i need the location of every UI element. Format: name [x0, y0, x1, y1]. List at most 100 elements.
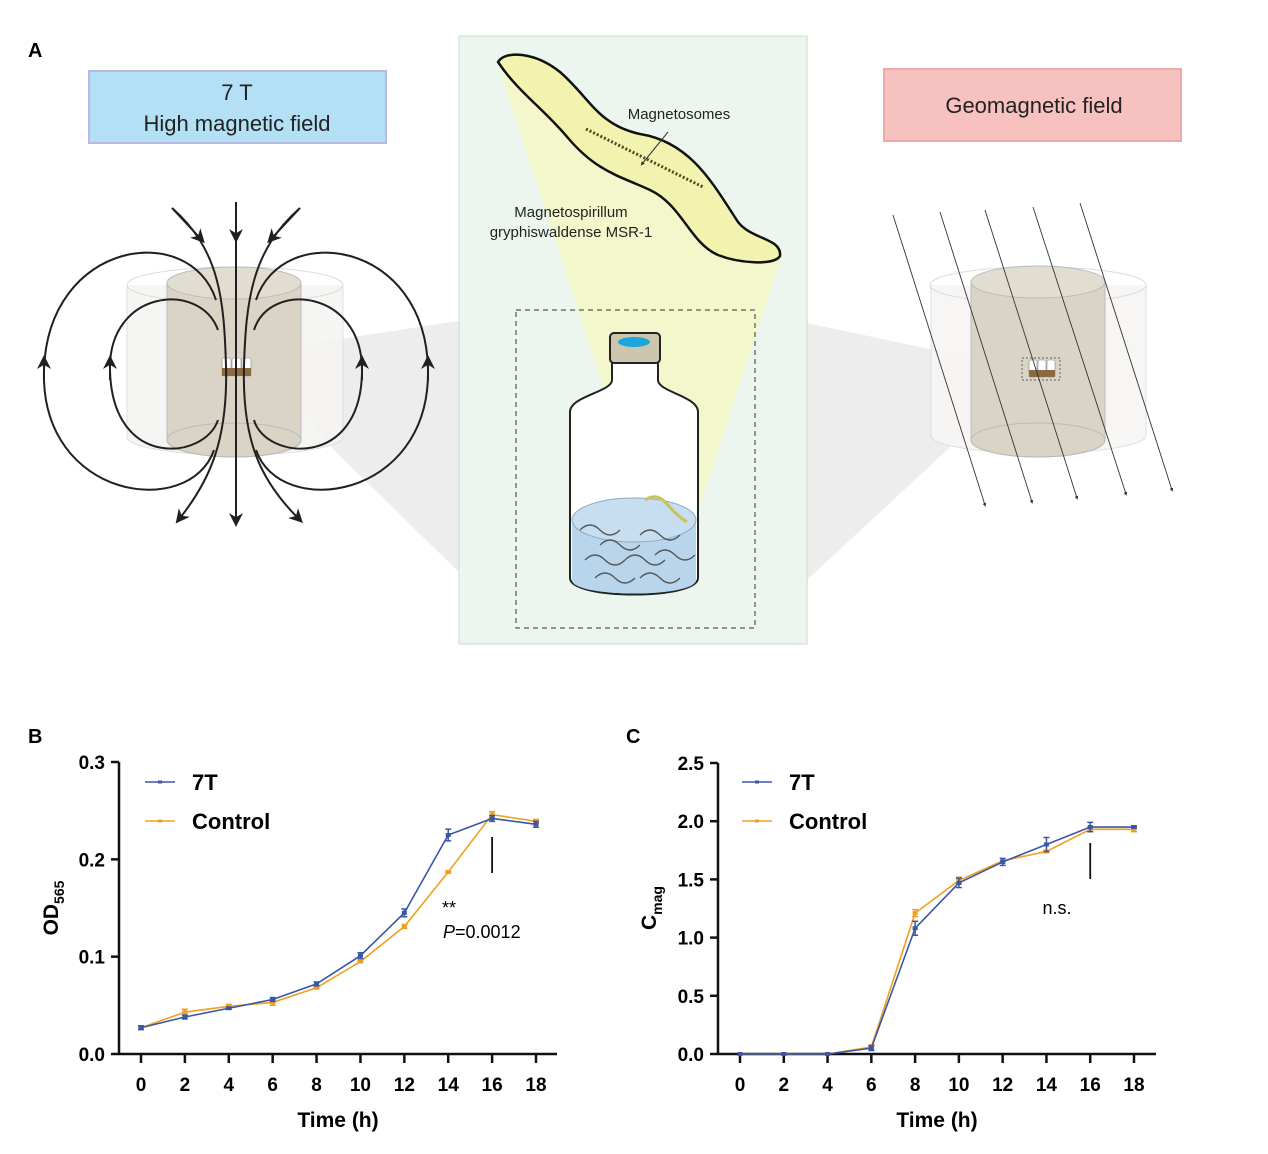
bacterium-cell	[496, 53, 782, 264]
legend-label-7t: 7T	[789, 770, 815, 795]
geomagnetic-field-box	[883, 68, 1182, 142]
data-point	[1131, 827, 1137, 832]
series-line-7t	[140, 817, 537, 1029]
magnetosomes-label: Magnetosomes	[628, 106, 731, 123]
x-axis-label: Time (h)	[896, 1109, 977, 1132]
legend-label-control: Control	[789, 809, 867, 834]
culture-bottle	[569, 332, 699, 596]
data-point	[1131, 825, 1137, 830]
data-point	[737, 1052, 743, 1056]
legend-marker	[755, 780, 759, 784]
y-axis-label: OD565	[40, 880, 67, 935]
data-point	[781, 1052, 787, 1056]
x-tick-label: 16	[482, 1075, 503, 1096]
data-point	[956, 880, 962, 885]
panel-label-c: C	[626, 726, 640, 748]
zoom-light-beam	[500, 70, 782, 505]
data-point	[912, 911, 918, 916]
x-tick-label: 18	[525, 1075, 546, 1096]
data-point	[401, 924, 407, 929]
high-field-box	[88, 70, 387, 144]
legend-marker	[755, 819, 759, 823]
magnetosome-pointer	[640, 131, 669, 166]
magnetosome-chain	[585, 127, 704, 189]
geomagnetic-field-label: Geomagnetic field	[945, 93, 1122, 118]
y-tick-label: 0.5	[678, 987, 705, 1008]
species-label-line2: gryphiswaldense MSR-1	[490, 224, 653, 241]
y-tick-label: 1.5	[678, 870, 705, 891]
y-axis-label: Cmag	[638, 886, 665, 930]
data-point	[314, 985, 320, 990]
significance-label: n.s.	[1042, 898, 1071, 918]
x-tick-label: 12	[992, 1075, 1013, 1096]
x-tick-label: 14	[438, 1075, 460, 1096]
panel-label-a: A	[28, 40, 42, 62]
x-tick-label: 4	[223, 1075, 234, 1096]
y-tick-label: 0.3	[79, 753, 105, 774]
x-tick-label: 10	[948, 1075, 969, 1096]
data-point	[401, 910, 407, 915]
legend-label-control: Control	[192, 809, 270, 834]
data-point	[182, 1015, 188, 1020]
x-tick-label: 14	[1036, 1075, 1058, 1096]
x-tick-label: 8	[910, 1075, 921, 1096]
y-tick-label: 0.2	[79, 850, 105, 871]
data-point	[1087, 825, 1093, 830]
panel-label-b: B	[28, 726, 42, 748]
legend-marker	[158, 819, 162, 823]
data-point	[357, 959, 363, 964]
panel-a: A Magnetosomes Magnetospirillum gryphisw…	[28, 35, 1182, 645]
y-tick-label: 2.0	[678, 812, 704, 833]
data-point	[1043, 842, 1049, 847]
bottle-cap-blue	[618, 337, 650, 347]
legend-label-7t: 7T	[192, 770, 218, 795]
x-tick-label: 16	[1080, 1075, 1101, 1096]
data-point	[270, 1000, 276, 1005]
y-tick-label: 0.0	[678, 1045, 704, 1066]
x-tick-label: 2	[778, 1075, 789, 1096]
x-tick-label: 2	[180, 1075, 191, 1096]
high-field-line2: High magnetic field	[143, 111, 330, 136]
data-point	[357, 953, 363, 958]
x-axis-label: Time (h)	[297, 1109, 378, 1132]
data-point	[912, 926, 918, 931]
data-point	[226, 1006, 232, 1011]
data-point	[489, 816, 495, 821]
y-tick-label: 0.1	[79, 948, 106, 969]
significance-stars: **	[442, 898, 456, 918]
x-tick-label: 10	[350, 1075, 371, 1096]
x-tick-label: 4	[822, 1075, 833, 1096]
y-tick-label: 0.0	[79, 1045, 105, 1066]
data-point	[1000, 859, 1006, 864]
x-tick-label: 12	[394, 1075, 415, 1096]
data-point	[270, 997, 276, 1002]
x-tick-label: 8	[311, 1075, 322, 1096]
y-tick-label: 2.5	[678, 754, 705, 775]
chart-b-growth: B OD565 Time (h) ** P=0.0012 0.0 0.1 0.2 0.…	[28, 726, 557, 1132]
x-tick-label: 18	[1123, 1075, 1144, 1096]
data-point	[868, 1046, 874, 1051]
y-tick-label: 1.0	[678, 929, 704, 950]
x-tick-label: 6	[267, 1075, 278, 1096]
magnet-7t	[37, 202, 435, 527]
data-point	[445, 833, 451, 837]
magnet-geomagnetic	[892, 202, 1174, 507]
data-point	[445, 869, 451, 874]
data-point	[138, 1025, 144, 1030]
x-tick-label: 0	[735, 1075, 746, 1096]
x-tick-label: 0	[136, 1075, 147, 1096]
data-point	[533, 822, 539, 827]
data-point	[314, 981, 320, 986]
p-value-label: P=0.0012	[443, 922, 521, 942]
series-line-control	[740, 828, 1134, 1055]
series-line-control	[140, 813, 537, 1029]
species-label-line1: Magnetospirillum	[514, 204, 627, 221]
high-field-line1: 7 T	[221, 80, 252, 105]
x-tick-label: 6	[866, 1075, 877, 1096]
data-point	[825, 1052, 831, 1056]
chart-c-magnetic-response: C Cmag Time (h) n.s. 0.0 0.5 1.0 1.5 2.0 2.5 0…	[626, 726, 1156, 1132]
legend-marker	[158, 780, 162, 784]
sample-bottles-icon	[1028, 359, 1056, 378]
series-line-7t	[740, 826, 1134, 1055]
